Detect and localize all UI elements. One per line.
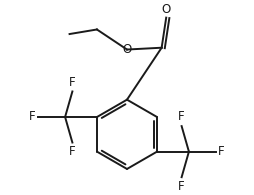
Text: O: O (122, 43, 132, 56)
Text: F: F (178, 180, 185, 193)
Text: F: F (29, 111, 36, 123)
Text: F: F (69, 76, 76, 89)
Text: O: O (162, 3, 171, 16)
Text: F: F (178, 110, 185, 123)
Text: F: F (218, 145, 225, 158)
Text: F: F (69, 145, 76, 158)
